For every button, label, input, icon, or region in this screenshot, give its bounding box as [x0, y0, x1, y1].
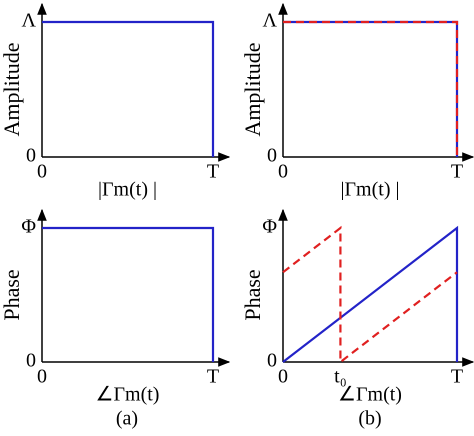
y-axis-label: Amplitude: [0, 42, 24, 136]
line: [283, 20, 459, 157]
x-tick-label: T: [451, 366, 463, 388]
y-tick-label: 0: [26, 145, 36, 167]
x-axis-label: ∠Γm(t): [338, 384, 402, 406]
x-axis-label: |Γm(t) |: [340, 179, 399, 201]
x-tick-label: T: [207, 161, 219, 183]
x-axis-label: |Γm(t) |: [98, 179, 157, 201]
x-tick-label: T: [207, 366, 219, 388]
x-tick-label: t₀: [334, 366, 347, 388]
x-axis-label: ∠Γm(t): [96, 384, 160, 406]
y-axis-label: Phase: [240, 269, 265, 320]
y-tick-label: 0: [267, 145, 277, 167]
line: [282, 225, 459, 363]
line: [282, 225, 458, 365]
line: [42, 20, 215, 157]
y-tick-label: Λ: [262, 10, 277, 32]
x-tick-label: 0: [278, 161, 288, 183]
line: [42, 226, 215, 362]
y-tick-label: Φ: [262, 216, 277, 238]
y-tick-label: 0: [26, 350, 36, 372]
x-tick-label: T: [451, 161, 463, 183]
y-axis-label: Amplitude: [240, 42, 265, 136]
x-tick-label: 0: [37, 161, 47, 183]
x-tick-label: 0: [278, 366, 288, 388]
y-axis-label: Phase: [0, 269, 24, 320]
caption: (a): [116, 408, 138, 430]
x-tick-label: 0: [37, 366, 47, 388]
caption: (b): [358, 408, 381, 430]
y-tick-label: Φ: [21, 216, 36, 238]
y-tick-label: 0: [267, 350, 277, 372]
line: [283, 20, 459, 157]
y-tick-label: Λ: [21, 10, 36, 32]
